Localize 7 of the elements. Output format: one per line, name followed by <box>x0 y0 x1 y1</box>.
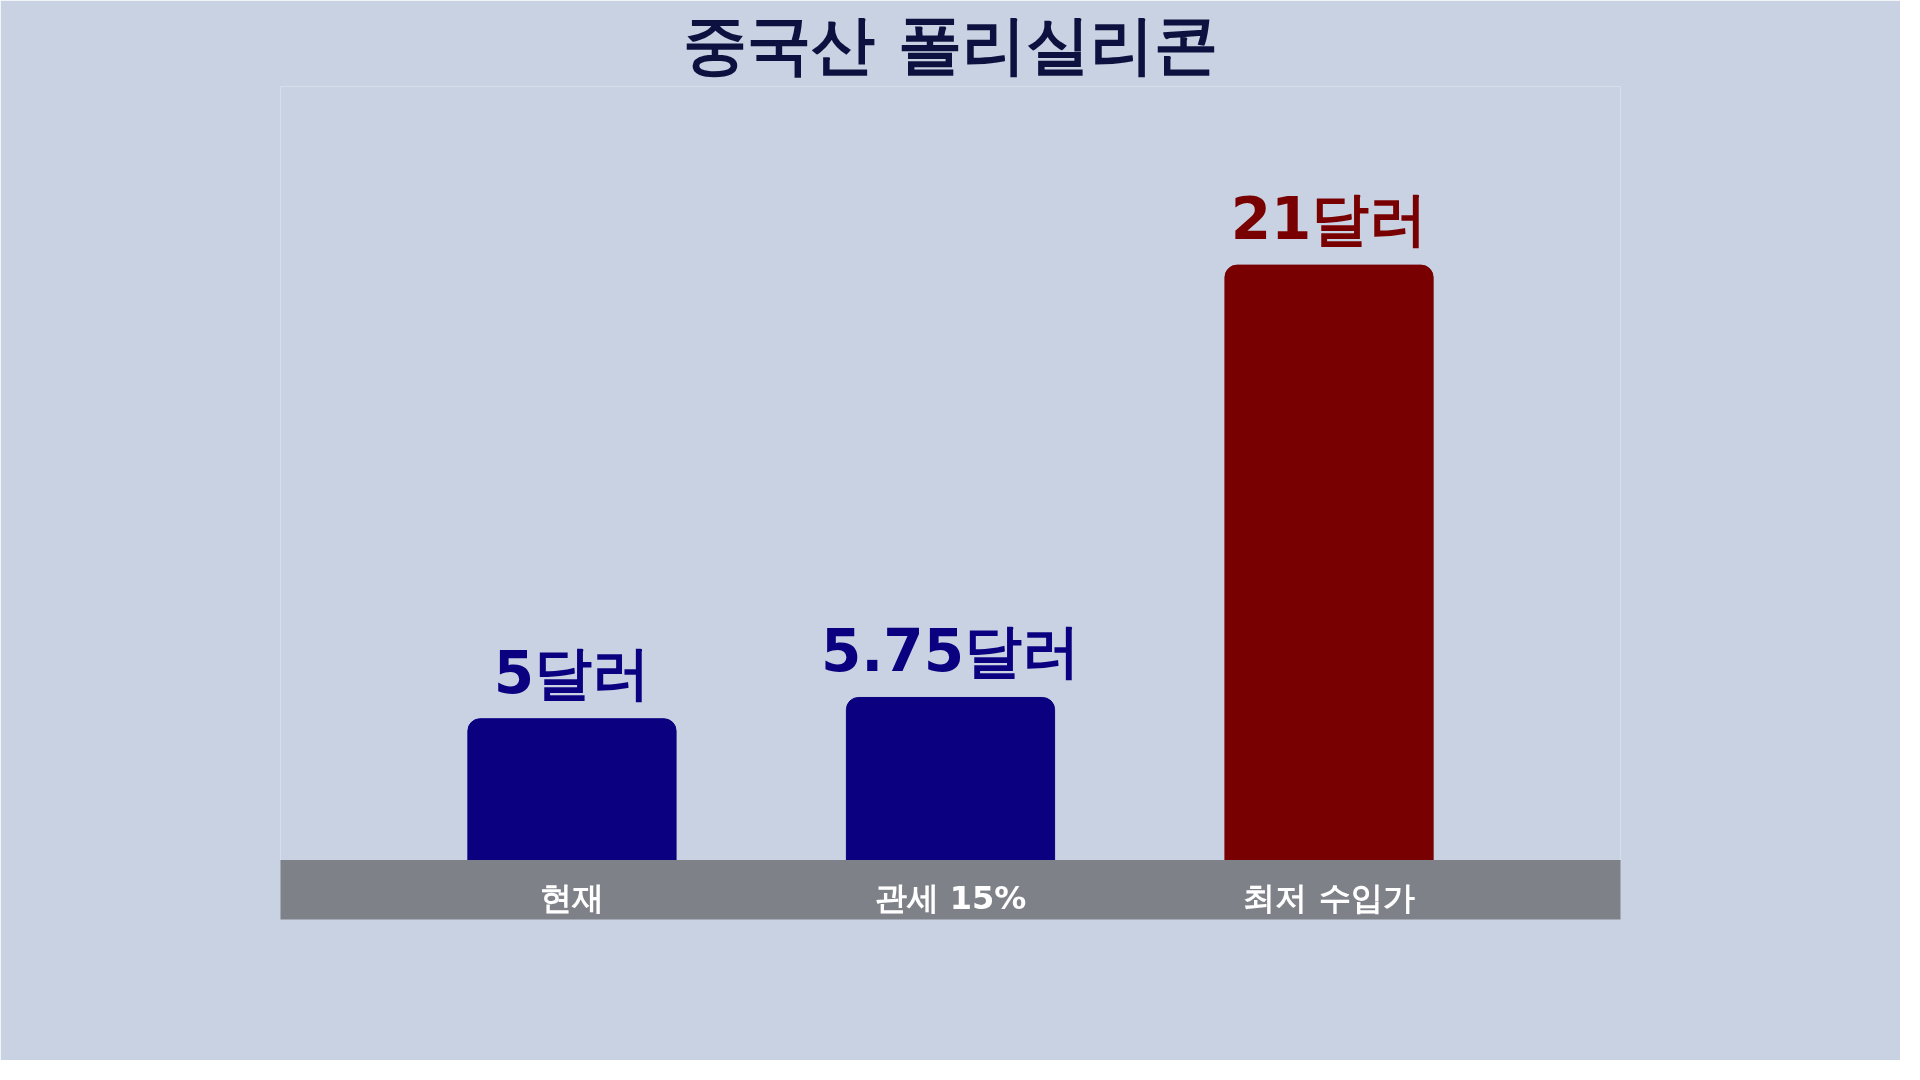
chart-title: 중국산 폴리실리콘 <box>683 7 1218 82</box>
data-label: 5달러 <box>493 638 651 707</box>
x-tick-label: 현재 <box>539 878 604 917</box>
data-label: 21달러 <box>1230 185 1428 254</box>
data-label: 5.75달러 <box>820 617 1081 686</box>
x-tick-label: 최저 수입가 <box>1243 878 1415 917</box>
x-tick-label: 관세 15% <box>874 878 1027 917</box>
